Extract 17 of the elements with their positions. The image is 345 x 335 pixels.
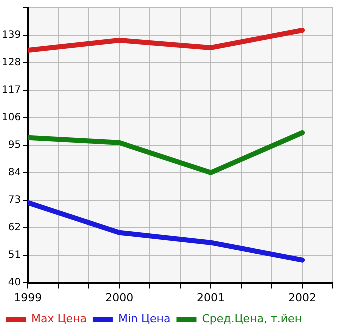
y-tick-label: 84 <box>8 167 22 178</box>
y-tick-label: 128 <box>2 58 22 69</box>
legend-label: Max Цена <box>32 312 87 326</box>
legend-label: Min Цена <box>118 312 171 326</box>
legend-label: Сред.Цена, т.йен <box>202 312 302 326</box>
y-tick-label: 62 <box>8 222 22 234</box>
y-tick-label: 40 <box>8 277 22 288</box>
y-tick-label: 51 <box>8 250 22 261</box>
x-tick-label: 1999 <box>14 291 42 304</box>
y-tick-label: 106 <box>2 112 22 124</box>
y-tick-label: 139 <box>2 30 22 42</box>
y-tick-label: 95 <box>8 140 22 151</box>
x-tick-label: 2001 <box>197 291 226 304</box>
x-tick-label: 2000 <box>106 291 134 304</box>
y-tick-label: 117 <box>2 85 22 96</box>
x-tick-label: 2002 <box>288 291 317 304</box>
y-tick-label: 73 <box>8 194 22 206</box>
